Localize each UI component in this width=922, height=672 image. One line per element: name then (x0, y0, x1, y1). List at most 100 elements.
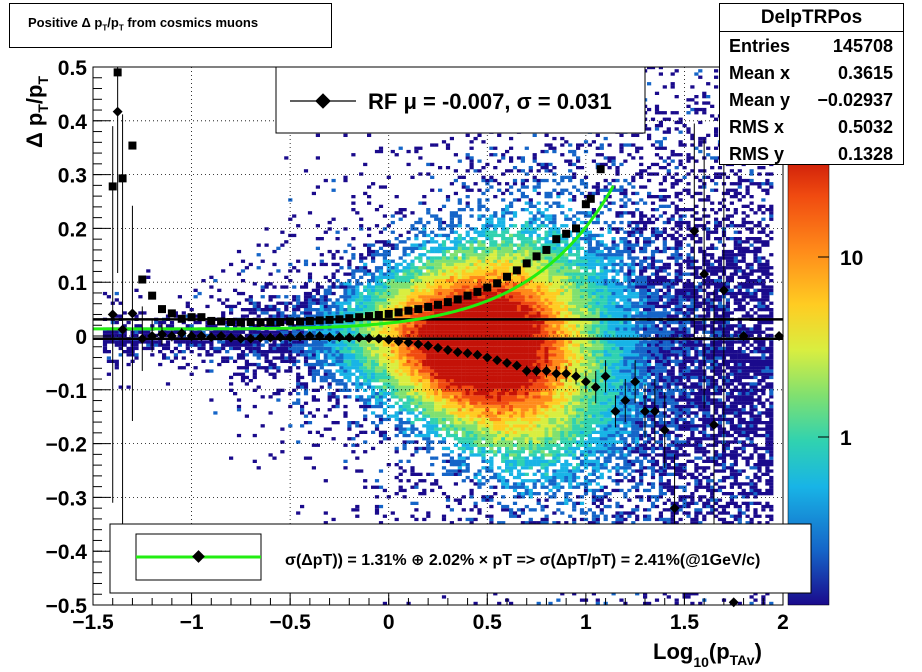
sigma-point (207, 316, 216, 325)
sigma-point (503, 272, 511, 281)
stats-row-entries: Entries 145708 (729, 36, 893, 56)
mean-point (285, 332, 296, 343)
x-axis-label: Log10(pTAv) (653, 639, 762, 670)
y-tick-label: 0.3 (58, 165, 87, 188)
stats-row-rms-y: RMS y 0.1328 (729, 144, 893, 164)
stats-box: DelpTRPos Entries 145708 Mean x 0.3615 Mea… (719, 3, 904, 165)
sigma-point (483, 283, 492, 292)
mean-point (521, 366, 532, 376)
mean-point (255, 332, 266, 343)
axes: −1.5 −1 −0.5 0 0.5 1 1.5 2 −0.5 −0.4 −0.3 −0.2 −0.1 0… (46, 57, 789, 634)
mean-point (502, 357, 512, 368)
sigma-point (276, 318, 285, 327)
sigma-point (586, 194, 595, 203)
mean-point (324, 332, 335, 343)
mean-point (551, 368, 562, 379)
sigma-point (335, 315, 344, 324)
sigma-point (374, 311, 383, 320)
mean-point (403, 337, 414, 348)
mean-point (295, 331, 305, 342)
mean-point (354, 332, 365, 343)
sigma-point (296, 317, 304, 326)
sigma-point (345, 314, 354, 323)
y-tick-label: −0.5 (46, 595, 88, 618)
stats-row-mean-y: Mean y −0.02937 (729, 90, 893, 110)
y-tick-label: −0.1 (46, 380, 88, 403)
mean-point (334, 332, 345, 343)
mean-point (112, 106, 123, 117)
mean-point (630, 376, 641, 387)
mean-point (531, 366, 542, 376)
stats-row-mean-x: Mean x 0.3615 (729, 63, 893, 83)
mean-point (226, 332, 236, 343)
mean-point (186, 331, 197, 341)
mean-point (442, 345, 453, 355)
mean-point (452, 347, 463, 358)
sigma-point (384, 309, 393, 318)
sigma-point (236, 318, 245, 327)
mean-point (709, 419, 719, 430)
mean-point (649, 406, 660, 417)
x-tick-label: 1 (580, 611, 592, 634)
sigma-point (394, 308, 403, 317)
colorbar-label: 1 (840, 427, 852, 450)
mean-point (304, 331, 315, 341)
sigma-point (148, 291, 157, 300)
mean-point (206, 332, 217, 343)
mean-point (472, 349, 483, 360)
sigma-point (325, 315, 334, 324)
sigma-point (305, 316, 314, 325)
sigma-point (542, 245, 551, 254)
stats-row-rms-x: RMS x 0.5032 (729, 117, 893, 137)
mean-point (275, 332, 286, 343)
y-tick-label: −0.4 (46, 541, 88, 564)
stats-title: DelpTRPos (720, 4, 903, 32)
mean-point (580, 376, 591, 387)
mean-point (314, 331, 325, 341)
mean-point (610, 406, 621, 417)
mean-point (364, 333, 374, 344)
sigma-point (562, 229, 571, 238)
sigma-point (138, 275, 147, 284)
fit-curve (93, 185, 615, 331)
mean-point (176, 328, 187, 339)
mean-point (423, 340, 434, 351)
x-tick-label: 0.5 (473, 611, 503, 634)
sigma-point (453, 295, 462, 304)
sigma-point (246, 318, 255, 327)
fit-curve-group (93, 185, 615, 331)
x-tick-label: 2 (777, 611, 789, 634)
sigma-point (158, 305, 166, 314)
profile-markers (107, 67, 785, 608)
legend-top-box (275, 66, 646, 134)
mean-point (561, 368, 572, 379)
sigma-point (424, 302, 433, 311)
mean-point (413, 339, 424, 350)
mean-point (541, 366, 552, 376)
sigma-point (177, 314, 186, 323)
x-tick-label: 1.5 (670, 611, 700, 634)
sigma-point (197, 313, 206, 322)
mean-point (482, 352, 493, 363)
y-tick-label: 0.4 (58, 111, 88, 134)
mean-point (600, 371, 611, 382)
mean-point (383, 334, 394, 345)
sigma-point (512, 266, 521, 275)
y-axis-label: Δ pT/pT (22, 76, 51, 149)
sigma-point (256, 318, 265, 327)
mean-point (147, 331, 158, 341)
sigma-point (404, 306, 413, 315)
mean-point (738, 331, 749, 341)
sigma-point (315, 316, 324, 325)
mean-point (216, 331, 227, 341)
mean-point (137, 333, 148, 344)
colorbar-label: 10 (840, 247, 863, 270)
sigma-point (443, 298, 452, 307)
sigma-point (473, 287, 482, 296)
mean-point (511, 360, 522, 371)
y-tick-label: 0.2 (58, 218, 87, 241)
mean-point (620, 395, 631, 406)
mean-point (393, 336, 404, 347)
sigma-point (217, 317, 226, 326)
